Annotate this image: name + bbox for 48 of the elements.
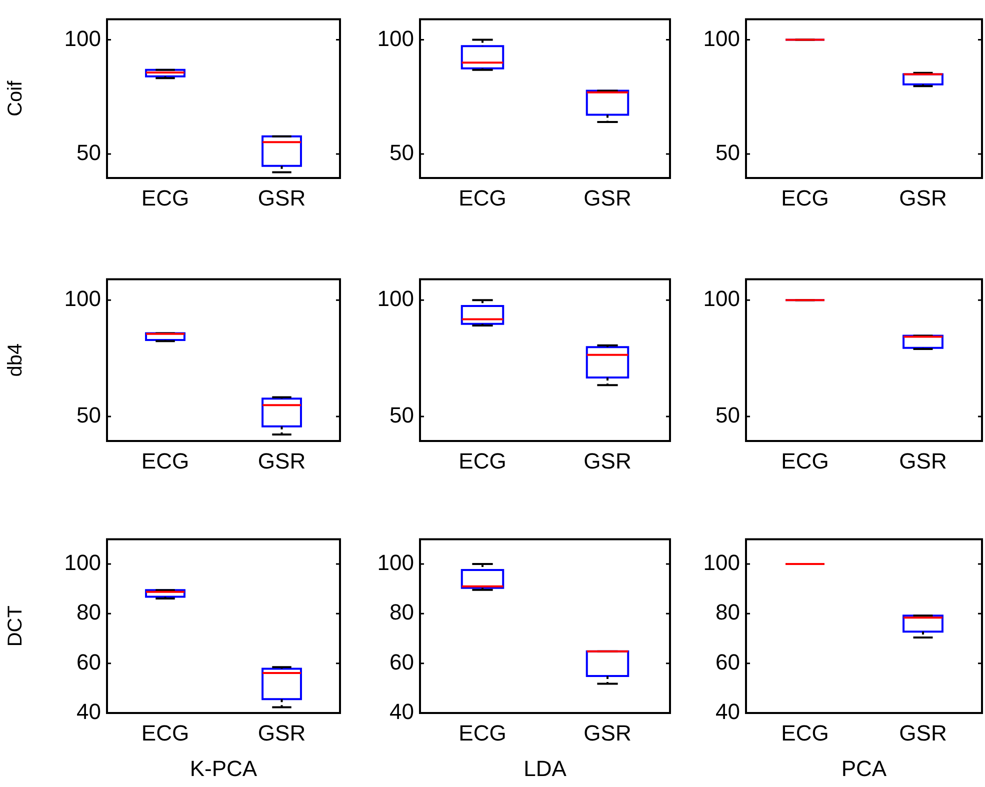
x-tick-label: ECG xyxy=(458,448,506,474)
y-tick-label: 100 xyxy=(703,26,740,51)
y-tick-label: 50 xyxy=(390,140,414,166)
x-tick-label: GSR xyxy=(258,720,306,746)
y-tick-label: 60 xyxy=(76,649,101,674)
x-tick-label: GSR xyxy=(584,720,632,746)
y-tick-label: 100 xyxy=(377,286,414,312)
y-tick-label: 50 xyxy=(390,402,414,428)
y-tick-label: 40 xyxy=(716,699,740,724)
y-tick-label: 80 xyxy=(716,600,740,625)
x-tick-label: ECG xyxy=(141,185,190,210)
y-tick-label: 100 xyxy=(377,26,414,51)
y-tick-label: 100 xyxy=(377,550,414,576)
x-tick-label: GSR xyxy=(258,448,306,474)
x-tick-label: GSR xyxy=(899,720,947,746)
x-tick-label: GSR xyxy=(899,185,947,210)
y-axis-title: Coif xyxy=(4,80,27,116)
x-tick-label: ECG xyxy=(781,185,829,210)
y-tick-label: 60 xyxy=(716,649,740,674)
x-tick-label: ECG xyxy=(458,185,506,210)
x-tick-label: ECG xyxy=(781,448,829,474)
y-tick-label: 50 xyxy=(76,402,101,428)
x-tick-label: ECG xyxy=(781,720,829,746)
y-tick-label: 100 xyxy=(64,286,101,312)
y-tick-label: 80 xyxy=(390,600,414,625)
x-axis-title: LDA xyxy=(524,756,567,781)
x-axis-title: PCA xyxy=(841,756,887,781)
y-tick-label: 50 xyxy=(716,402,740,428)
y-tick-label: 40 xyxy=(76,699,101,724)
y-tick-label: 100 xyxy=(703,550,740,576)
x-tick-label: ECG xyxy=(141,448,190,474)
x-tick-label: GSR xyxy=(584,185,632,210)
y-tick-label: 50 xyxy=(76,140,101,166)
x-tick-label: ECG xyxy=(458,720,506,746)
y-axis-title: DCT xyxy=(4,606,27,647)
y-axis-title: db4 xyxy=(4,343,27,377)
y-tick-label: 80 xyxy=(76,600,101,625)
x-tick-label: GSR xyxy=(899,448,947,474)
y-tick-label: 50 xyxy=(716,140,740,166)
x-tick-label: GSR xyxy=(584,448,632,474)
y-tick-label: 100 xyxy=(703,286,740,312)
x-tick-label: ECG xyxy=(141,720,190,746)
y-tick-label: 60 xyxy=(390,649,414,674)
y-tick-label: 40 xyxy=(390,699,414,724)
x-tick-label: GSR xyxy=(258,185,306,210)
y-tick-label: 100 xyxy=(64,26,101,51)
y-tick-label: 100 xyxy=(64,550,101,576)
x-axis-title: K-PCA xyxy=(190,756,258,781)
